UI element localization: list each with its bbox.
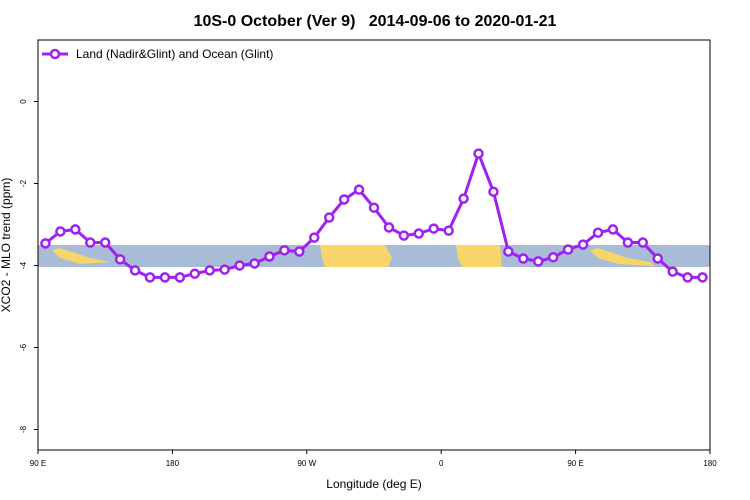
point: [234, 260, 245, 271]
point: [577, 239, 589, 250]
point: [607, 224, 619, 235]
point: [368, 202, 380, 213]
point: [144, 272, 156, 283]
y-axis-label: XCO2 - MLO trend (ppm): [0, 178, 13, 313]
point: [547, 252, 559, 263]
point: [129, 265, 141, 276]
x-axis-label: Longitude (deg E): [326, 477, 421, 491]
point: [70, 224, 81, 235]
point: [114, 254, 126, 265]
point: [458, 193, 469, 204]
point: [652, 253, 663, 264]
point: [473, 148, 484, 159]
point: [174, 272, 186, 283]
point: [443, 225, 454, 236]
point: [323, 212, 335, 223]
point: [682, 272, 693, 283]
point: [189, 268, 201, 279]
plot-frame: [37, 39, 711, 451]
x-tick-label: 90 W: [297, 459, 316, 468]
point: [55, 226, 66, 237]
point: [294, 246, 305, 257]
y-tick-label: -6: [19, 343, 28, 351]
point: [697, 272, 708, 283]
point: [488, 186, 499, 197]
y-tick-label: -2: [19, 179, 28, 187]
legend-label: Land (Nadir&Glint) and Ocean (Glint): [76, 47, 273, 61]
point: [622, 237, 634, 248]
point: [533, 256, 544, 267]
point: [249, 258, 260, 269]
point: [279, 245, 290, 256]
legend: Land (Nadir&Glint) and Ocean (Glint): [42, 47, 273, 61]
point: [353, 184, 365, 195]
point: [383, 222, 395, 233]
legend-marker: [49, 48, 61, 60]
point: [428, 223, 439, 234]
map-strip: [38, 245, 710, 267]
point: [99, 237, 111, 248]
point: [264, 251, 275, 262]
point: [338, 194, 350, 205]
point: [40, 238, 51, 249]
point: [562, 244, 574, 255]
point: [518, 253, 529, 264]
y-tick-label: -8: [19, 425, 28, 433]
x-tick-label: 90 E: [567, 459, 583, 468]
point: [309, 232, 320, 243]
point: [85, 237, 96, 248]
point: [204, 265, 215, 276]
point: [159, 272, 171, 283]
point: [219, 264, 230, 275]
point: [398, 230, 410, 241]
point: [637, 237, 649, 248]
x-tick-label: 180: [166, 459, 180, 468]
point: [413, 228, 425, 239]
chart-title: 10S-0 October (Ver 9) 2014-09-06 to 2020…: [194, 13, 557, 30]
point: [667, 266, 678, 277]
x-tick-label: 90 E: [30, 459, 46, 468]
y-tick-label: 0: [19, 99, 28, 104]
x-tick-label: 0: [439, 459, 444, 468]
point: [592, 227, 604, 238]
x-tick-label: 180: [703, 459, 717, 468]
y-tick-label: -4: [19, 261, 28, 269]
point: [503, 246, 514, 257]
